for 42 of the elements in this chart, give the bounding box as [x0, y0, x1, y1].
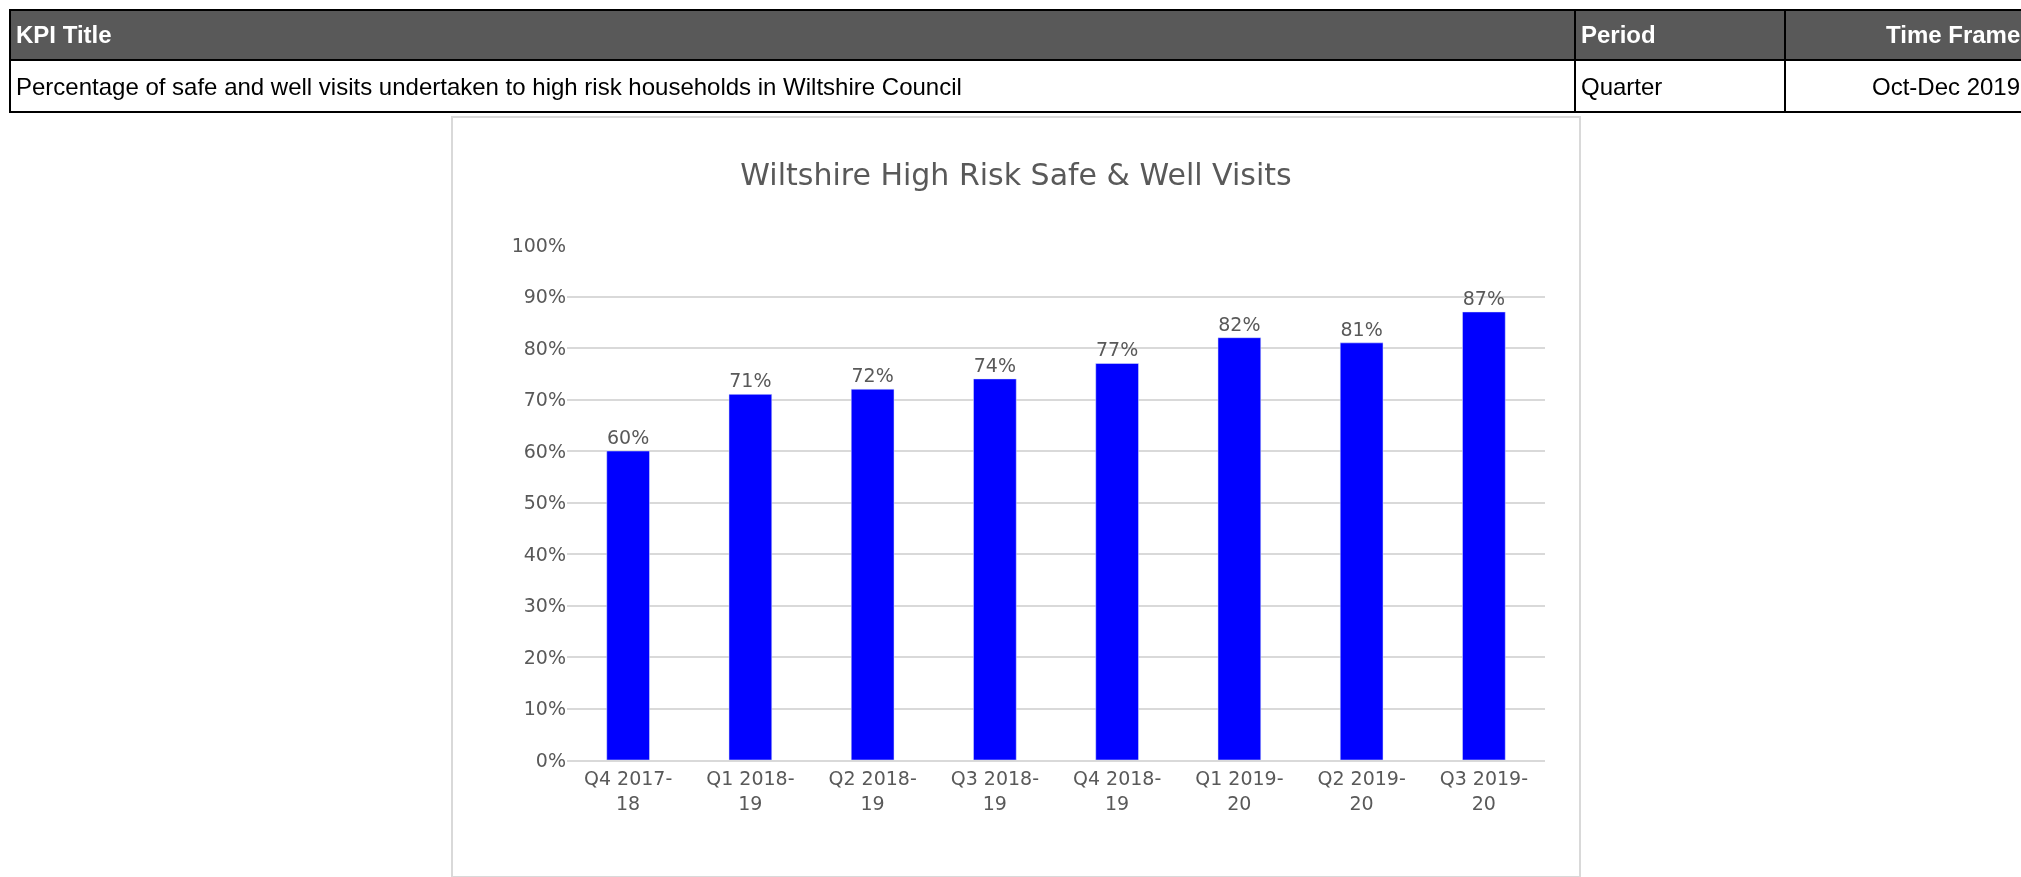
- bar: [1095, 363, 1139, 760]
- y-tick-label: 80%: [523, 336, 566, 359]
- text: KPI Title: [16, 21, 112, 48]
- bar: [850, 388, 895, 760]
- y-tick-label: 70%: [523, 388, 566, 411]
- data-label: 71%: [729, 369, 772, 392]
- text: Period: [1581, 21, 1656, 48]
- data-label: 77%: [1096, 338, 1139, 361]
- bar: [606, 450, 650, 760]
- x-tick-label: Q1 2019-20: [1195, 766, 1284, 814]
- x-tick-label: Q3 2018-19: [950, 766, 1040, 814]
- data-label: 60%: [607, 426, 650, 448]
- x-tick-label: Q2 2018-19: [828, 766, 917, 814]
- bar: [1217, 337, 1262, 760]
- x-tick-label: Q3 2019-20: [1439, 766, 1529, 814]
- bar: [973, 378, 1017, 760]
- data-label: 74%: [973, 353, 1016, 376]
- y-tick-label: 20%: [523, 645, 566, 668]
- y-tick-label: 100%: [511, 233, 566, 256]
- y-tick-label: 30%: [523, 594, 566, 617]
- data-label: 87%: [1462, 286, 1505, 309]
- y-tick-label: 10%: [523, 697, 566, 720]
- text: Percentage of safe and well visits undertaken to high risk households in Wiltshire Council: [16, 73, 962, 100]
- text: Time Frame: [1886, 21, 2021, 48]
- x-tick-label: Q4 2018-19: [1072, 766, 1162, 814]
- text: Quarter: [1581, 73, 1663, 100]
- y-tick-label: 50%: [523, 491, 566, 514]
- y-tick-label: 60%: [523, 439, 566, 462]
- bar: [1462, 311, 1506, 760]
- data-label: 72%: [851, 364, 894, 387]
- chart-title: Wiltshire High Risk Safe & Well Visits: [740, 156, 1292, 192]
- y-tick-label: 40%: [523, 542, 566, 565]
- x-tick-label: Q2 2019-20: [1317, 766, 1406, 814]
- text: Oct-Dec 2019: [1872, 73, 2021, 100]
- y-tick-label: 0%: [535, 748, 566, 771]
- data-label: 82%: [1218, 312, 1261, 335]
- bar: [728, 394, 773, 760]
- bar: [1339, 342, 1384, 760]
- y-tick-label: 90%: [523, 285, 566, 308]
- x-tick-label: Q4 2017-18: [583, 766, 673, 814]
- data-label: 81%: [1340, 317, 1383, 340]
- x-tick-label: Q1 2018-19: [706, 766, 795, 814]
